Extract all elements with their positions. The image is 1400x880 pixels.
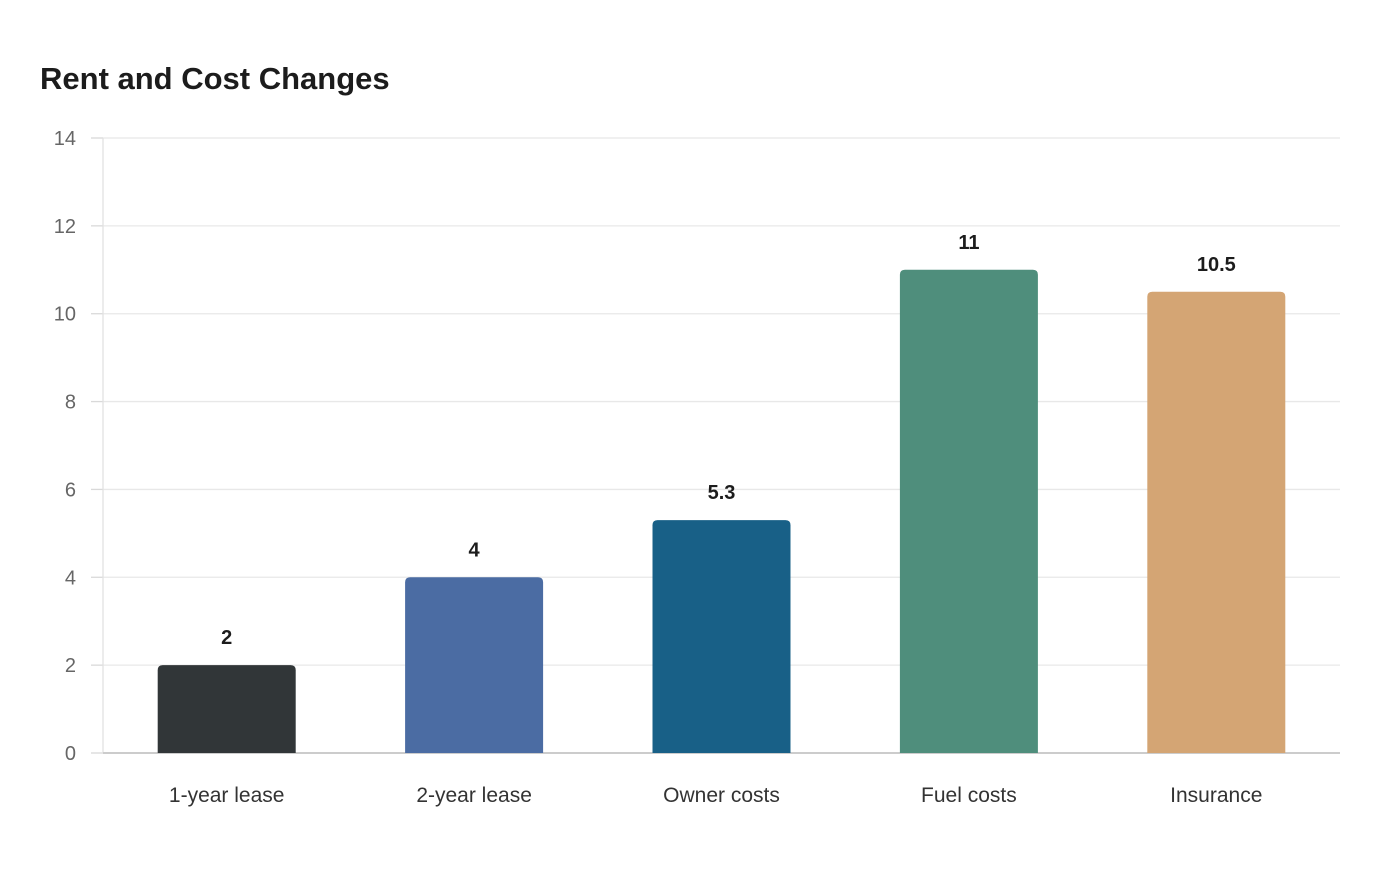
data-label: 10.5 bbox=[1197, 254, 1236, 276]
bar-1-year-lease bbox=[157, 665, 296, 753]
data-label: 5.3 bbox=[708, 482, 736, 504]
y-tick-labels: 0 2 4 6 8 10 12 14 bbox=[54, 128, 76, 765]
data-label: 11 bbox=[958, 232, 979, 254]
bars bbox=[157, 269, 1286, 753]
category-label: Owner costs bbox=[663, 784, 780, 807]
y-tick-label: 2 bbox=[65, 655, 76, 677]
category-labels: 1-year lease 2-year lease Owner costs Fuel … bbox=[169, 784, 1262, 807]
y-tick-label: 0 bbox=[65, 743, 76, 765]
category-label: 2-year lease bbox=[416, 784, 532, 807]
y-tick-label: 14 bbox=[54, 128, 76, 150]
bar-insurance bbox=[1147, 291, 1286, 753]
data-label: 2 bbox=[221, 627, 232, 649]
bar-owner-costs bbox=[652, 520, 791, 753]
category-label: Insurance bbox=[1170, 784, 1262, 807]
y-tick-label: 6 bbox=[65, 479, 76, 501]
y-tick-label: 4 bbox=[65, 567, 76, 589]
bar-fuel-costs bbox=[899, 269, 1038, 753]
category-label: 1-year lease bbox=[169, 784, 285, 807]
category-label: Fuel costs bbox=[921, 784, 1017, 807]
data-label: 4 bbox=[469, 539, 481, 561]
chart-title: Rent and Cost Changes bbox=[40, 61, 390, 96]
bar-2-year-lease bbox=[405, 577, 544, 753]
y-tick-label: 8 bbox=[65, 392, 76, 414]
y-tick-label: 12 bbox=[54, 216, 76, 238]
data-labels: 2 4 5.3 11 10.5 bbox=[221, 232, 1236, 649]
y-tick-label: 10 bbox=[54, 304, 76, 326]
